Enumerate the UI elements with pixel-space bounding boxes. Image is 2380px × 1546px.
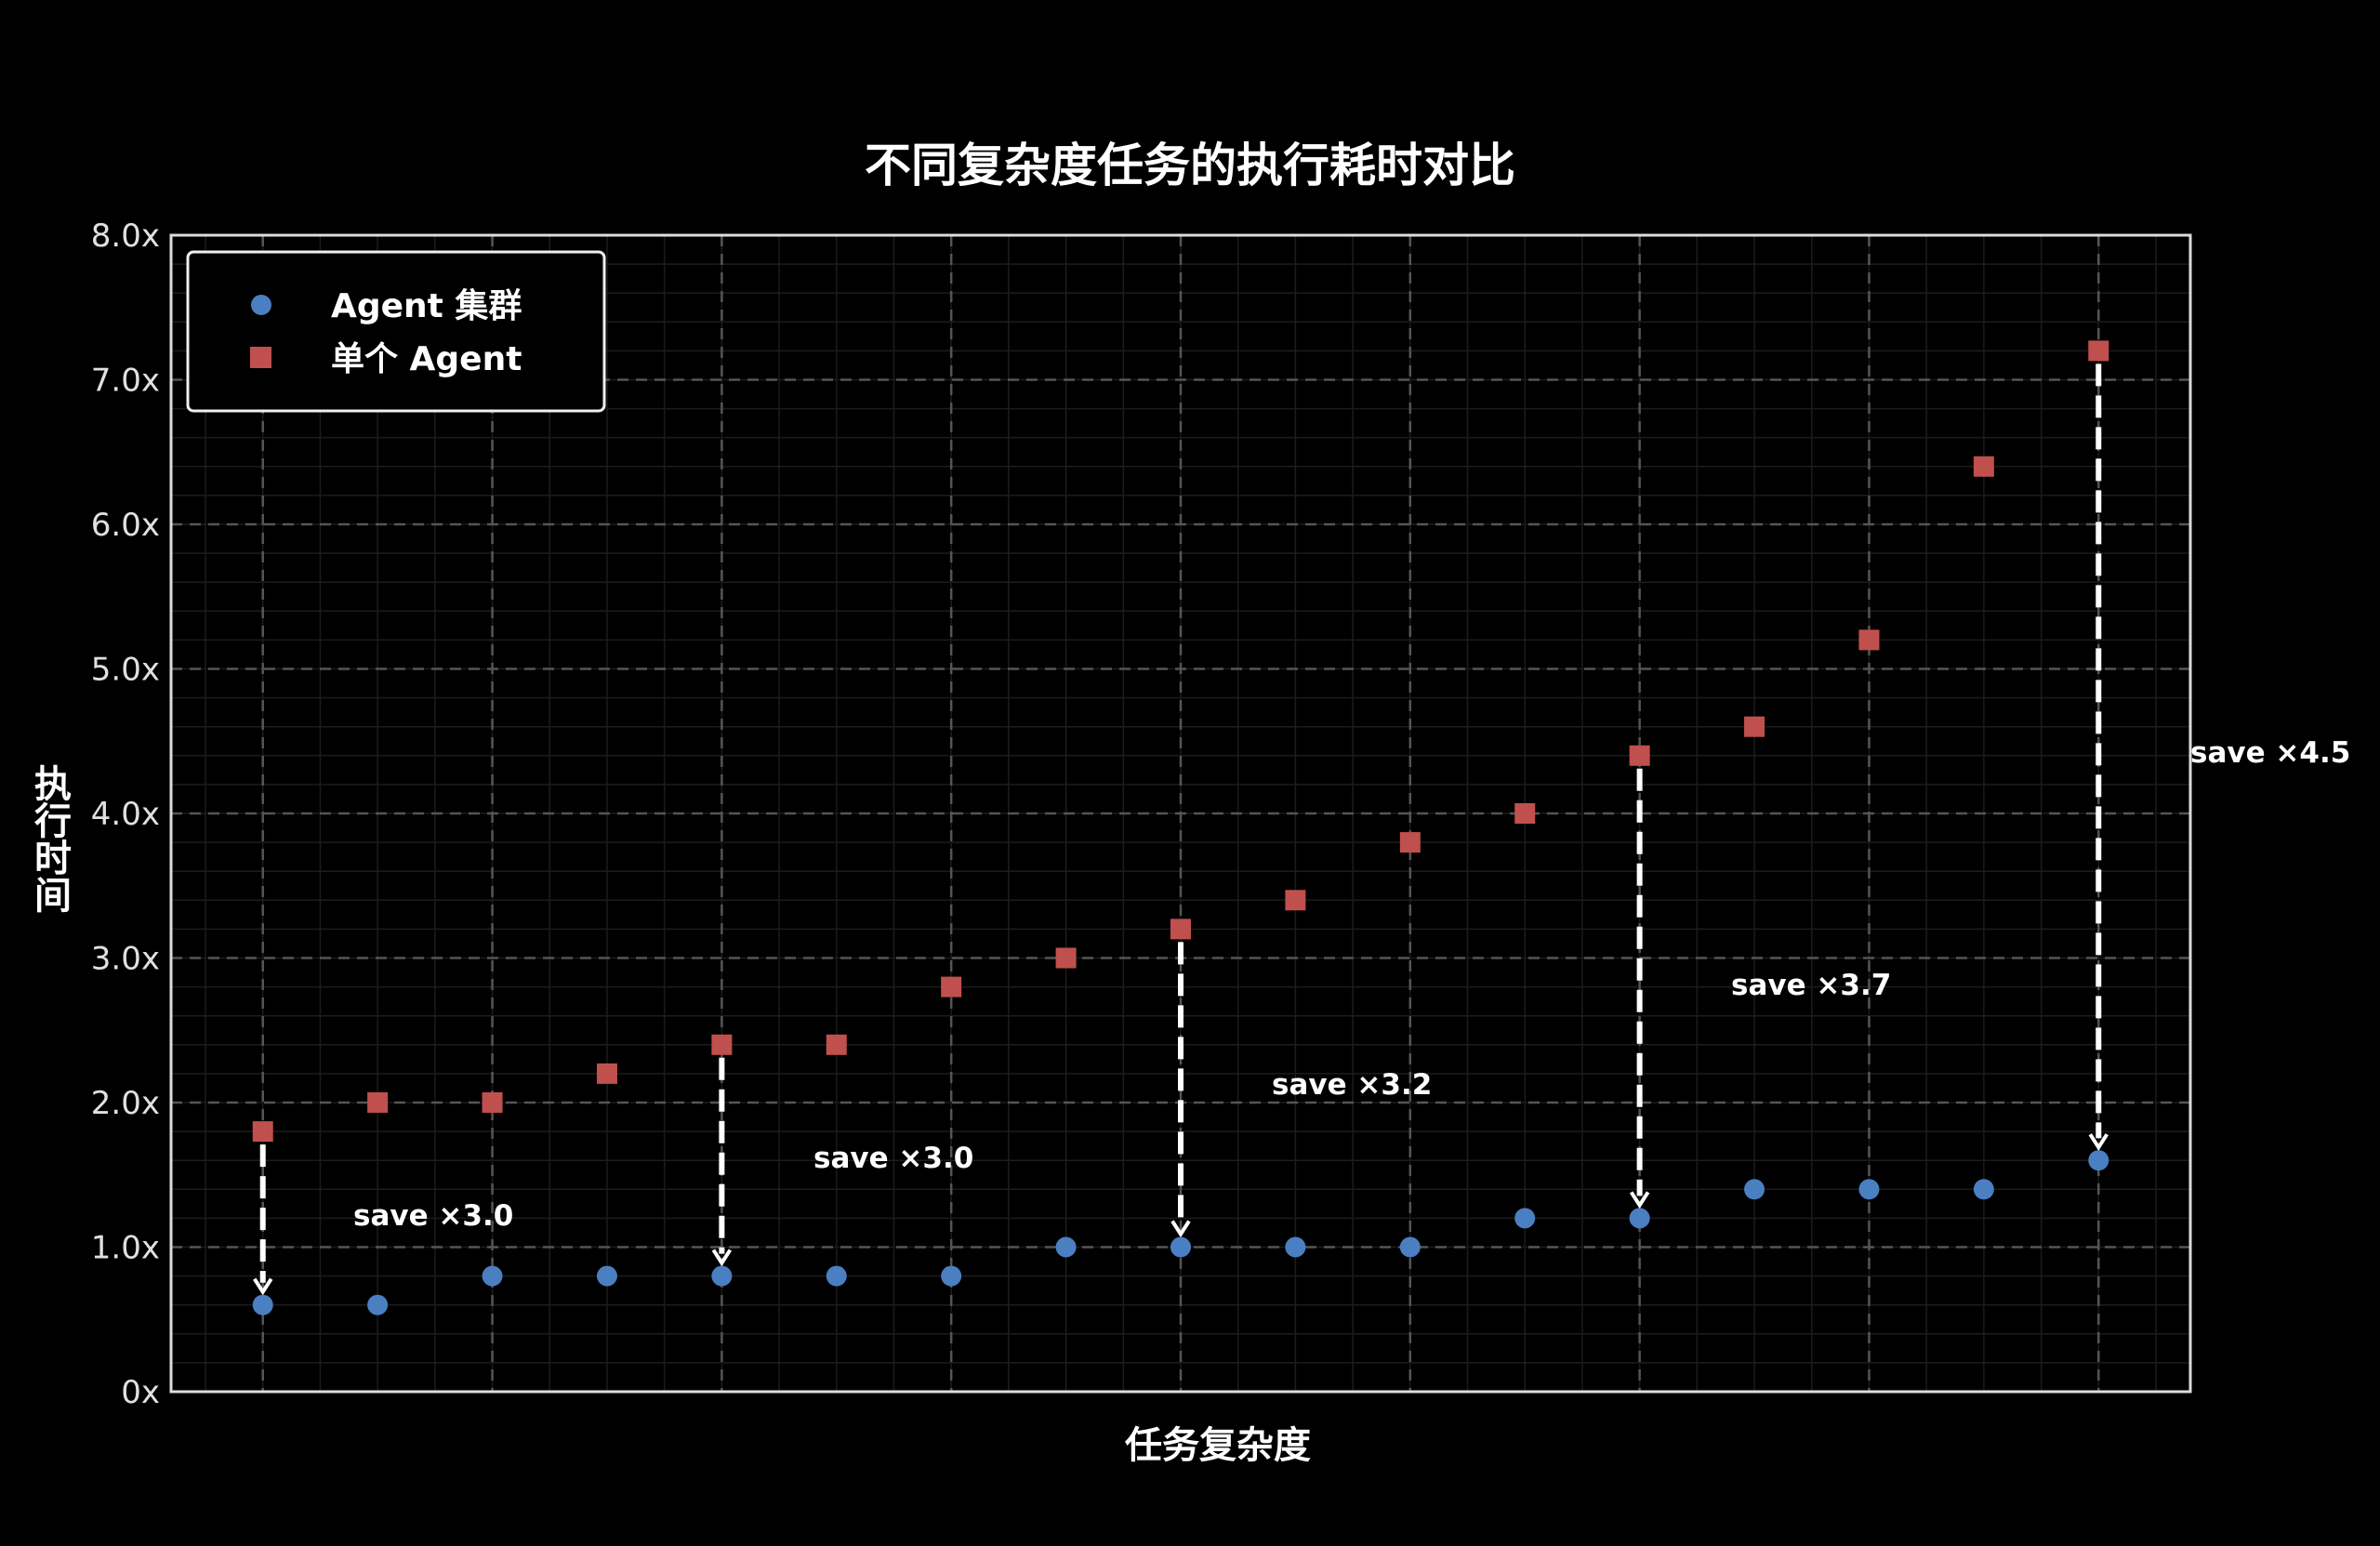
- y-axis-label: 执行时间: [28, 764, 71, 913]
- point-single-agent: [1514, 803, 1536, 824]
- data-points: [252, 340, 2109, 1315]
- point-agent-cluster: [826, 1265, 847, 1287]
- legend-label-single: 单个 Agent: [331, 340, 522, 378]
- savings-arrowhead: [2088, 1133, 2109, 1151]
- point-agent-cluster: [596, 1265, 617, 1287]
- legend-marker-circle: [251, 295, 271, 315]
- point-single-agent: [1399, 832, 1421, 853]
- savings-annotation: save ×3.0: [353, 1199, 513, 1233]
- point-single-agent: [367, 1092, 389, 1113]
- y-tick-label: 1.0x: [91, 1230, 160, 1267]
- savings-annotation: save ×3.2: [1272, 1068, 1432, 1102]
- savings-annotation: save ×3.0: [813, 1142, 973, 1175]
- point-agent-cluster: [252, 1294, 273, 1315]
- savings-arrowhead: [1629, 1191, 1650, 1209]
- y-tick-label: 3.0x: [91, 941, 160, 978]
- y-tick-label: 0x: [121, 1374, 160, 1411]
- y-tick-label: 7.0x: [91, 363, 160, 400]
- y-tick-label: 6.0x: [91, 507, 160, 544]
- point-agent-cluster: [711, 1265, 733, 1287]
- point-single-agent: [482, 1092, 503, 1113]
- annotations: save ×3.0 save ×3.0 save ×3.2 save ×3.7 save…: [353, 736, 2350, 1233]
- point-single-agent: [1973, 456, 1994, 477]
- legend-label-cluster: Agent 集群: [331, 287, 522, 325]
- point-agent-cluster: [1514, 1208, 1536, 1229]
- point-agent-cluster: [941, 1265, 962, 1287]
- savings-arrows: [253, 363, 2109, 1296]
- savings-annotation: save ×3.7: [1731, 969, 1891, 1002]
- legend-box: [186, 250, 606, 413]
- point-single-agent: [2088, 340, 2109, 362]
- legend: Agent 集群 单个 Agent: [186, 250, 606, 413]
- point-single-agent: [1285, 890, 1306, 911]
- point-agent-cluster: [367, 1294, 389, 1315]
- point-agent-cluster: [1170, 1236, 1191, 1258]
- point-single-agent: [1629, 745, 1650, 766]
- point-agent-cluster: [2088, 1150, 2109, 1171]
- point-single-agent: [941, 976, 962, 998]
- point-single-agent: [826, 1034, 847, 1055]
- point-single-agent: [252, 1121, 273, 1143]
- y-tick-label: 4.0x: [91, 796, 160, 833]
- savings-arrowhead: [253, 1277, 273, 1296]
- y-tick-label: 2.0x: [91, 1085, 160, 1122]
- chart-title: 不同复杂度任务的执行耗时对比: [865, 139, 1515, 192]
- savings-arrowhead: [711, 1249, 733, 1267]
- point-agent-cluster: [1858, 1179, 1880, 1200]
- y-axis-ticks: 0x 1.0x 2.0x 3.0x 4.0x 5.0x 6.0x 7.0x 8.0x: [91, 218, 160, 1411]
- point-agent-cluster: [482, 1265, 503, 1287]
- point-agent-cluster: [1744, 1179, 1765, 1200]
- point-single-agent: [1170, 918, 1191, 940]
- point-agent-cluster: [1055, 1236, 1077, 1258]
- point-agent-cluster: [1973, 1179, 1994, 1200]
- plot-frame: [169, 233, 2192, 1394]
- point-single-agent: [711, 1034, 733, 1055]
- point-single-agent: [1858, 629, 1880, 651]
- point-agent-cluster: [1285, 1236, 1306, 1258]
- point-single-agent: [1055, 947, 1077, 969]
- savings-arrowhead: [1170, 1220, 1191, 1238]
- savings-annotation: save ×4.5: [2190, 736, 2350, 770]
- x-axis-label: 任务复杂度: [1125, 1424, 1311, 1467]
- point-single-agent: [596, 1063, 617, 1084]
- point-agent-cluster: [1399, 1236, 1421, 1258]
- y-tick-label: 5.0x: [91, 652, 160, 689]
- point-agent-cluster: [1629, 1208, 1650, 1229]
- point-single-agent: [1744, 716, 1765, 737]
- legend-marker-square: [250, 347, 271, 368]
- y-tick-label: 8.0x: [91, 218, 160, 255]
